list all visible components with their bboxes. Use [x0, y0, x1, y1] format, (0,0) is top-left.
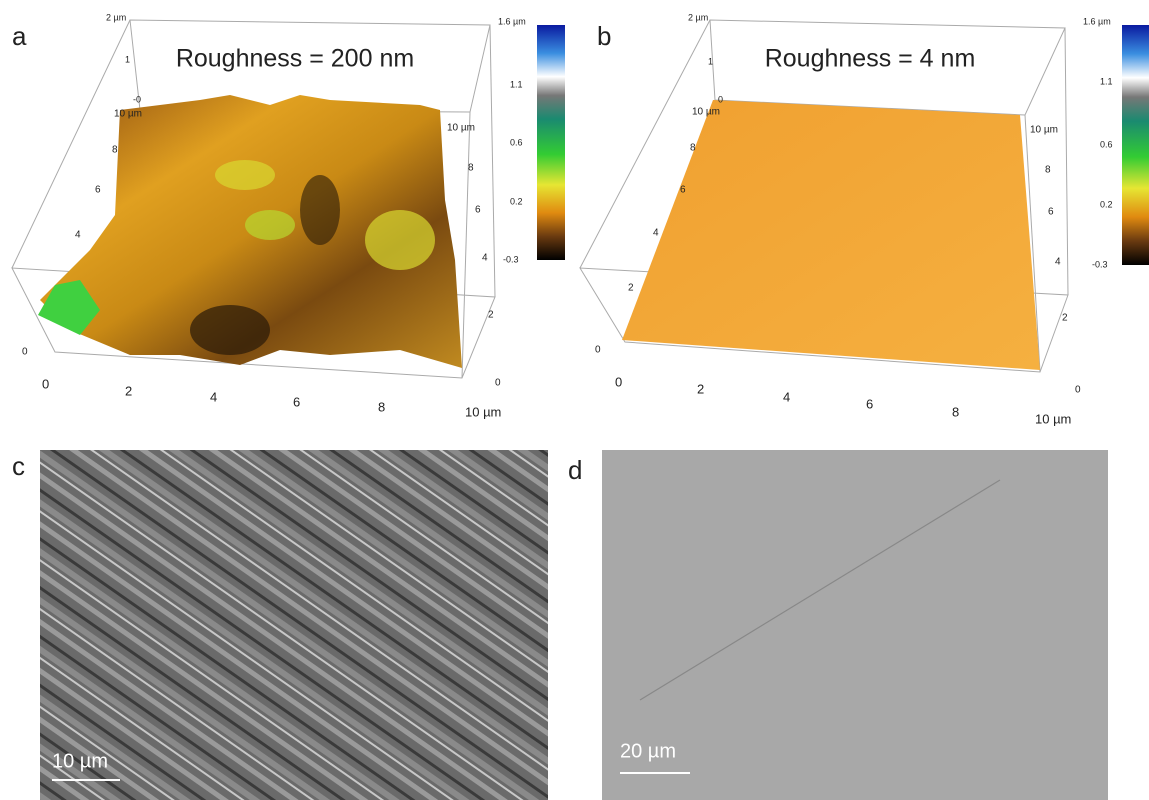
x-tick: 6: [293, 394, 300, 409]
right-tick: 6: [1048, 207, 1054, 218]
panel-label: c: [12, 451, 25, 481]
panel-label: d: [568, 455, 582, 485]
x-tick: 2: [125, 383, 132, 398]
y-tick: 4: [653, 228, 659, 239]
y-tick: 8: [690, 143, 696, 154]
y-tick: 6: [95, 185, 101, 196]
right-tick: 6: [475, 205, 481, 216]
scale-bar-label: 10 µm: [52, 750, 108, 772]
x-tick: 0: [42, 376, 49, 391]
colorbar-tick: 1.6 µm: [498, 16, 526, 26]
z-tick: -0: [133, 94, 141, 104]
y-tick: 8: [112, 145, 118, 156]
right-tick: 2: [1062, 313, 1068, 324]
colorbar-tick: 0.2: [1100, 199, 1113, 209]
x-tick: 8: [378, 399, 385, 414]
y-tick: 0: [595, 345, 601, 356]
colorbar-tick: 1.6 µm: [1083, 16, 1111, 26]
y-tick: 0: [22, 347, 28, 358]
afm-panel-a: [12, 20, 565, 378]
right-tick: 10 µm: [447, 123, 475, 134]
sem-image-d: [602, 450, 1108, 800]
z-tick: 2 µm: [688, 12, 708, 22]
y-tick: 10 µm: [692, 107, 720, 118]
x-tick: 2: [697, 381, 704, 396]
x-tick: 0: [615, 374, 622, 389]
z-tick: 1: [125, 54, 130, 64]
right-tick: 0: [495, 378, 501, 389]
roughness-title: Roughness = 4 nm: [765, 45, 976, 73]
x-tick: 4: [783, 389, 790, 404]
x-tick: 10 µm: [1035, 411, 1071, 426]
panel-label: a: [12, 21, 27, 51]
z-tick: 0: [718, 94, 723, 104]
colorbar-tick: 0.6: [510, 137, 523, 147]
sem-image-c: [40, 450, 548, 800]
y-tick: 10 µm: [114, 109, 142, 120]
scale-bar-label: 20 µm: [620, 740, 676, 762]
colorbar-tick: 0.6: [1100, 139, 1113, 149]
right-tick: 10 µm: [1030, 125, 1058, 136]
roughness-title: Roughness = 200 nm: [176, 45, 414, 73]
right-tick: 4: [482, 253, 488, 264]
right-tick: 0: [1075, 385, 1081, 396]
colorbar-tick: -0.3: [503, 254, 519, 264]
x-tick: 4: [210, 389, 217, 404]
panel-label: b: [597, 21, 611, 51]
colorbar-tick: 0.2: [510, 196, 523, 206]
colorbar-tick: 1.1: [510, 79, 523, 89]
colorbar-tick: 1.1: [1100, 76, 1113, 86]
x-tick: 10 µm: [465, 404, 501, 419]
right-tick: 8: [1045, 165, 1051, 176]
y-tick: 4: [75, 230, 81, 241]
z-tick: 1: [708, 56, 713, 66]
right-tick: 2: [488, 310, 494, 321]
right-tick: 4: [1055, 257, 1061, 268]
x-tick: 6: [866, 396, 873, 411]
z-tick: 2 µm: [106, 12, 126, 22]
figure: a Roughness = 200 nm 1.6 µm 1.1 0.6 0.2 -0.3 2 …: [0, 0, 1149, 800]
y-tick: 2: [628, 283, 634, 294]
x-tick: 8: [952, 404, 959, 419]
colorbar-tick: -0.3: [1092, 259, 1108, 269]
right-tick: 8: [468, 163, 474, 174]
y-tick: 6: [680, 185, 686, 196]
